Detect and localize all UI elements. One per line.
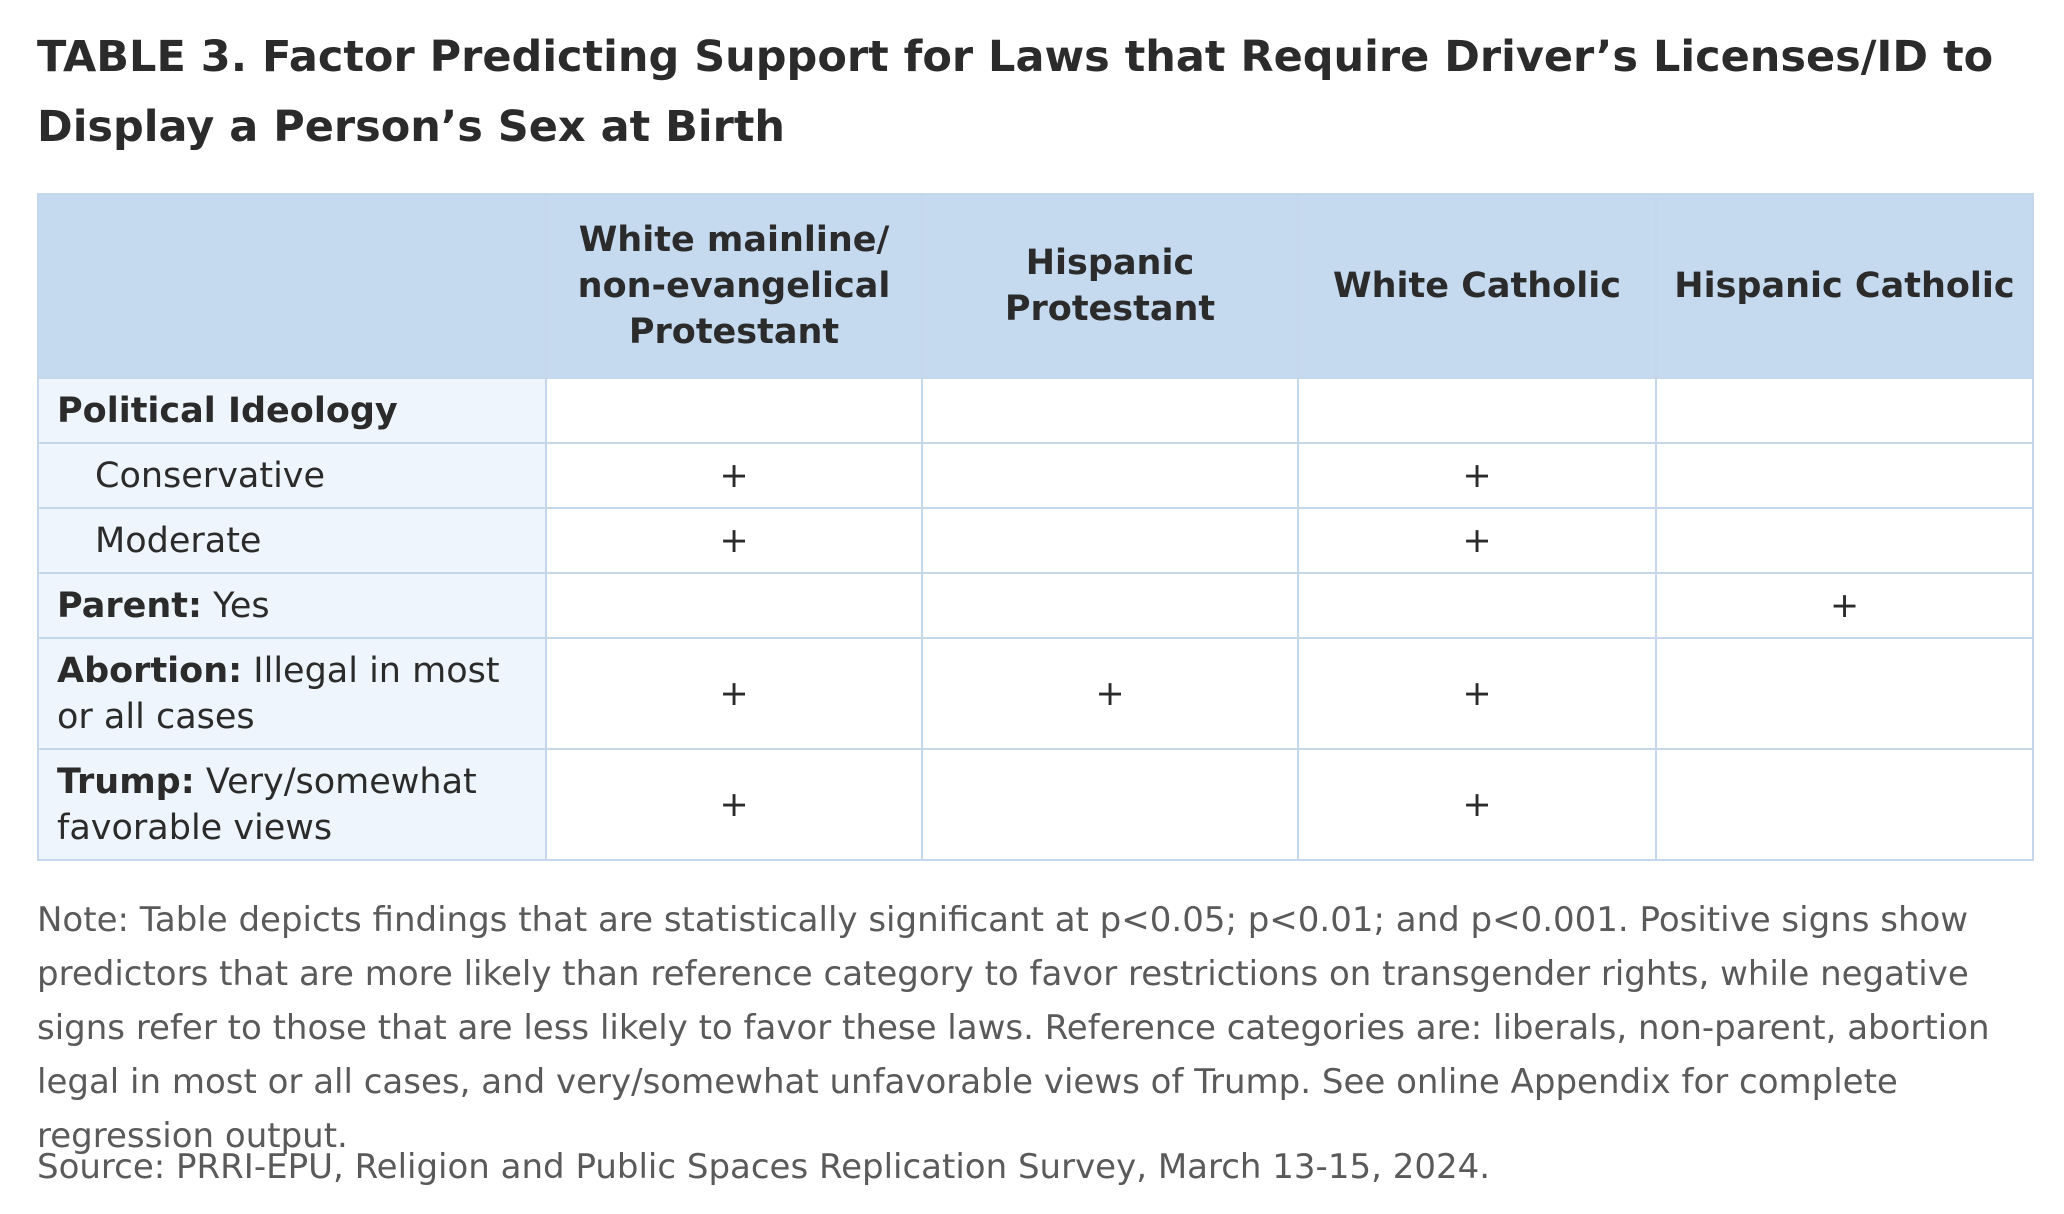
table-cell: + <box>545 748 923 861</box>
column-header: Hispanic Protestant <box>921 193 1299 379</box>
table-cell <box>921 442 1299 509</box>
row-label: Conservative <box>37 442 547 509</box>
row-label: Trump: Very/somewhat favorable views <box>37 748 547 861</box>
table-cell <box>545 572 923 639</box>
table-cell <box>921 507 1299 574</box>
row-label-bold: Political Ideology <box>57 390 398 431</box>
row-label-bold: Parent: <box>57 585 202 626</box>
row-label: Moderate <box>37 507 547 574</box>
table-title: TABLE 3. Factor Predicting Support for L… <box>37 32 1994 152</box>
row-label-text: Moderate <box>95 520 262 561</box>
table-cell: + <box>1297 442 1657 509</box>
table-cell <box>1297 572 1657 639</box>
header-row: White mainline/ non-evangelical Protesta… <box>37 193 2034 379</box>
results-table: White mainline/ non-evangelical Protesta… <box>37 193 2034 861</box>
table-cell <box>921 572 1299 639</box>
column-header: White Catholic <box>1297 193 1657 379</box>
table-cell <box>1655 748 2034 861</box>
column-header: Hispanic Catholic <box>1655 193 2034 379</box>
table-cell <box>1297 377 1657 444</box>
table-cell <box>545 377 923 444</box>
table-row: Trump: Very/somewhat favorable views + + <box>37 748 2034 861</box>
table-cell <box>1655 377 2034 444</box>
table-cell: + <box>545 442 923 509</box>
table-cell: + <box>1297 637 1657 750</box>
table-row: Abortion: Illegal in most or all cases +… <box>37 637 2034 750</box>
table-cell: + <box>1655 572 2034 639</box>
table-cell: + <box>545 637 923 750</box>
row-label-bold: Abortion: <box>57 650 243 691</box>
table-cell: + <box>1297 507 1657 574</box>
row-label-text: Conservative <box>95 455 326 496</box>
table-row: Moderate + + <box>37 507 2034 574</box>
table-row: Political Ideology <box>37 377 2034 444</box>
table-cell <box>921 377 1299 444</box>
row-label-text: Very/somewhat favorable views <box>57 761 477 848</box>
table-row: Conservative + + <box>37 442 2034 509</box>
row-label-text: Yes <box>201 585 270 626</box>
table-cell: + <box>921 637 1299 750</box>
table-cell: + <box>1297 748 1657 861</box>
header-corner-cell <box>37 193 547 379</box>
table-source: Source: PRRI-EPU, Religion and Public Sp… <box>37 1147 1491 1187</box>
table-cell: + <box>545 507 923 574</box>
row-label: Political Ideology <box>37 377 547 444</box>
table-cell <box>1655 637 2034 750</box>
table-note: Note: Table depicts findings that are st… <box>37 900 1990 1156</box>
table-cell <box>1655 442 2034 509</box>
column-header: White mainline/ non-evangelical Protesta… <box>545 193 923 379</box>
row-label: Parent: Yes <box>37 572 547 639</box>
row-label-bold: Trump: <box>57 761 195 802</box>
table-row: Parent: Yes + <box>37 572 2034 639</box>
row-label-text: Illegal in most or all cases <box>57 650 500 737</box>
table-cell <box>1655 507 2034 574</box>
table-cell <box>921 748 1299 861</box>
row-label: Abortion: Illegal in most or all cases <box>37 637 547 750</box>
